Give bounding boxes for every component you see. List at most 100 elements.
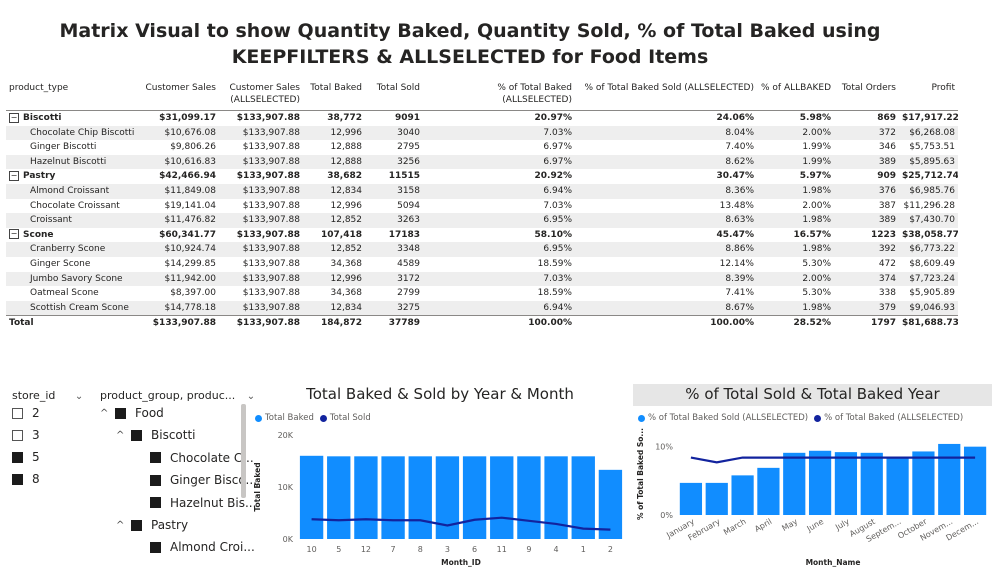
column-header[interactable]: % of ALLBAKED: [757, 80, 834, 111]
table-row[interactable]: Chocolate Chip Biscotti $10,676.08 $133,90…: [6, 125, 958, 141]
bar[interactable]: [938, 443, 961, 515]
bar[interactable]: [963, 446, 987, 515]
column-header[interactable]: Customer Sales: [136, 80, 219, 111]
series-line[interactable]: [311, 516, 611, 531]
bar[interactable]: [490, 456, 514, 539]
bar[interactable]: [808, 450, 832, 515]
bar[interactable]: [705, 482, 728, 515]
x-tick-label: 1: [581, 545, 586, 554]
bar[interactable]: [381, 456, 405, 539]
bar[interactable]: [834, 452, 858, 515]
slicer-scrollbar[interactable]: [241, 404, 246, 498]
table-row[interactable]: Oatmeal Scone $8,397.00 $133,907.88 34,368 2…: [6, 286, 958, 301]
column-header[interactable]: Profit: [899, 80, 958, 111]
bar[interactable]: [435, 456, 460, 539]
column-header[interactable]: Total Baked: [303, 80, 365, 111]
table-cell: $14,299.85: [164, 258, 216, 269]
bar[interactable]: [327, 456, 351, 539]
bar[interactable]: [757, 467, 780, 515]
legend-item: Total Baked: [265, 413, 314, 423]
bar[interactable]: [731, 475, 754, 515]
matrix-visual[interactable]: product_type Customer Sales Customer Sales…: [6, 80, 958, 331]
bar[interactable]: [408, 456, 432, 539]
collapse-caret-icon[interactable]: ^: [116, 519, 125, 531]
collapse-icon[interactable]: −: [9, 112, 19, 123]
checkbox[interactable]: [150, 474, 161, 486]
table-row[interactable]: Cranberry Scone $10,924.74 $133,907.88 12,8…: [6, 242, 958, 257]
table-row[interactable]: Chocolate Croissant $19,141.04 $133,907.88…: [6, 199, 958, 214]
bar[interactable]: [299, 455, 324, 539]
checkbox[interactable]: [12, 473, 23, 485]
table-row[interactable]: Hazelnut Biscotti $10,616.83 $133,907.88 12…: [6, 154, 958, 170]
table-cell: 8.86%: [575, 242, 757, 257]
store-slicer-item[interactable]: 5: [12, 450, 40, 464]
column-header[interactable]: Customer Sales (ALLSELECTED): [219, 80, 303, 111]
table-row[interactable]: Ginger Biscotti $9,806.26 $133,907.88 12,88…: [6, 140, 958, 155]
bar[interactable]: [886, 456, 909, 515]
table-cell: 34,368: [330, 258, 363, 269]
table-cell: $25,712.74: [902, 171, 958, 182]
product-slicer-item[interactable]: Chocolate C...: [150, 451, 254, 465]
bar[interactable]: [912, 451, 935, 515]
bar[interactable]: [571, 456, 595, 539]
checkbox[interactable]: [12, 429, 23, 441]
row-label: Scottish Cream Scone: [6, 300, 136, 316]
bar[interactable]: [783, 452, 806, 515]
checkbox[interactable]: [131, 519, 142, 531]
chevron-down-icon[interactable]: ⌄: [74, 391, 84, 402]
column-header[interactable]: % of Total Baked (ALLSELECTED): [423, 80, 575, 111]
collapse-icon[interactable]: −: [9, 170, 19, 181]
checkbox[interactable]: [115, 407, 126, 419]
chart2-svg[interactable]: 0%10%% of Total Baked So...JanuaryFebrua…: [633, 425, 995, 575]
group-row[interactable]: − Scone $60,341.77 $133,907.88 107,418 17183 5…: [6, 228, 958, 243]
bar[interactable]: [544, 456, 568, 539]
table-cell: 12,996: [303, 125, 365, 141]
table-row[interactable]: Jumbo Savory Scone $11,942.00 $133,907.88 1…: [6, 271, 958, 287]
bar[interactable]: [354, 456, 378, 539]
group-row[interactable]: − Pastry $42,466.94 $133,907.88 38,682 11515 2…: [6, 169, 958, 184]
checkbox[interactable]: [150, 452, 161, 464]
checkbox[interactable]: [150, 541, 161, 553]
checkbox[interactable]: [150, 497, 161, 509]
table-row[interactable]: Ginger Scone $14,299.85 $133,907.88 34,368 4…: [6, 257, 958, 272]
product-slicer-item[interactable]: Ginger Bisco...: [150, 473, 257, 487]
collapse-icon[interactable]: −: [9, 229, 19, 240]
total-row[interactable]: Total $133,907.88 $133,907.88 184,872 37789 1…: [6, 315, 958, 331]
row-label-text: Jumbo Savory Scone: [30, 273, 123, 284]
collapse-caret-icon[interactable]: ^: [100, 407, 109, 419]
product-slicer-item[interactable]: ^ Food: [100, 406, 164, 420]
column-header[interactable]: Total Sold: [365, 80, 423, 111]
column-header[interactable]: Total Orders: [834, 80, 899, 111]
checkbox[interactable]: [12, 451, 23, 463]
table-row[interactable]: Scottish Cream Scone $14,778.18 $133,907.8…: [6, 300, 958, 316]
store-slicer-item[interactable]: 3: [12, 428, 40, 442]
row-label-text: Scottish Cream Scone: [30, 302, 129, 313]
checkbox[interactable]: [12, 407, 23, 419]
table-row[interactable]: Croissant $11,476.82 $133,907.88 12,852 3263…: [6, 213, 958, 228]
bar[interactable]: [517, 456, 541, 539]
x-tick-label: 9: [526, 545, 531, 554]
product-slicer-item[interactable]: ^ Biscotti: [116, 428, 196, 442]
store-slicer-item[interactable]: 2: [12, 406, 40, 420]
row-label-text: Cranberry Scone: [30, 244, 106, 255]
table-row[interactable]: Almond Croissant $11,849.08 $133,907.88 12,…: [6, 183, 958, 199]
series-line[interactable]: [690, 456, 976, 464]
bar[interactable]: [860, 452, 883, 515]
product-slicer-item[interactable]: Hazelnut Bis...: [150, 496, 256, 510]
column-header[interactable]: % of Total Baked Sold (ALLSELECTED): [575, 80, 757, 111]
bar[interactable]: [598, 469, 623, 539]
collapse-caret-icon[interactable]: ^: [116, 429, 125, 441]
bar[interactable]: [462, 456, 487, 539]
checkbox[interactable]: [131, 429, 142, 441]
table-cell: 12,888: [303, 154, 365, 170]
store-slicer-item[interactable]: 8: [12, 472, 40, 486]
group-row[interactable]: − Biscotti $31,099.17 $133,907.88 38,772 9091…: [6, 111, 958, 126]
chevron-down-icon[interactable]: ⌄: [246, 391, 256, 402]
row-label-text: Almond Croissant: [30, 185, 110, 196]
product-slicer-item[interactable]: ^ Pastry: [116, 518, 188, 532]
bar[interactable]: [679, 482, 703, 515]
product-slicer-item[interactable]: Almond Croi...: [150, 540, 255, 554]
column-header[interactable]: product_type: [6, 80, 136, 111]
table-cell: 24.06%: [716, 113, 755, 123]
